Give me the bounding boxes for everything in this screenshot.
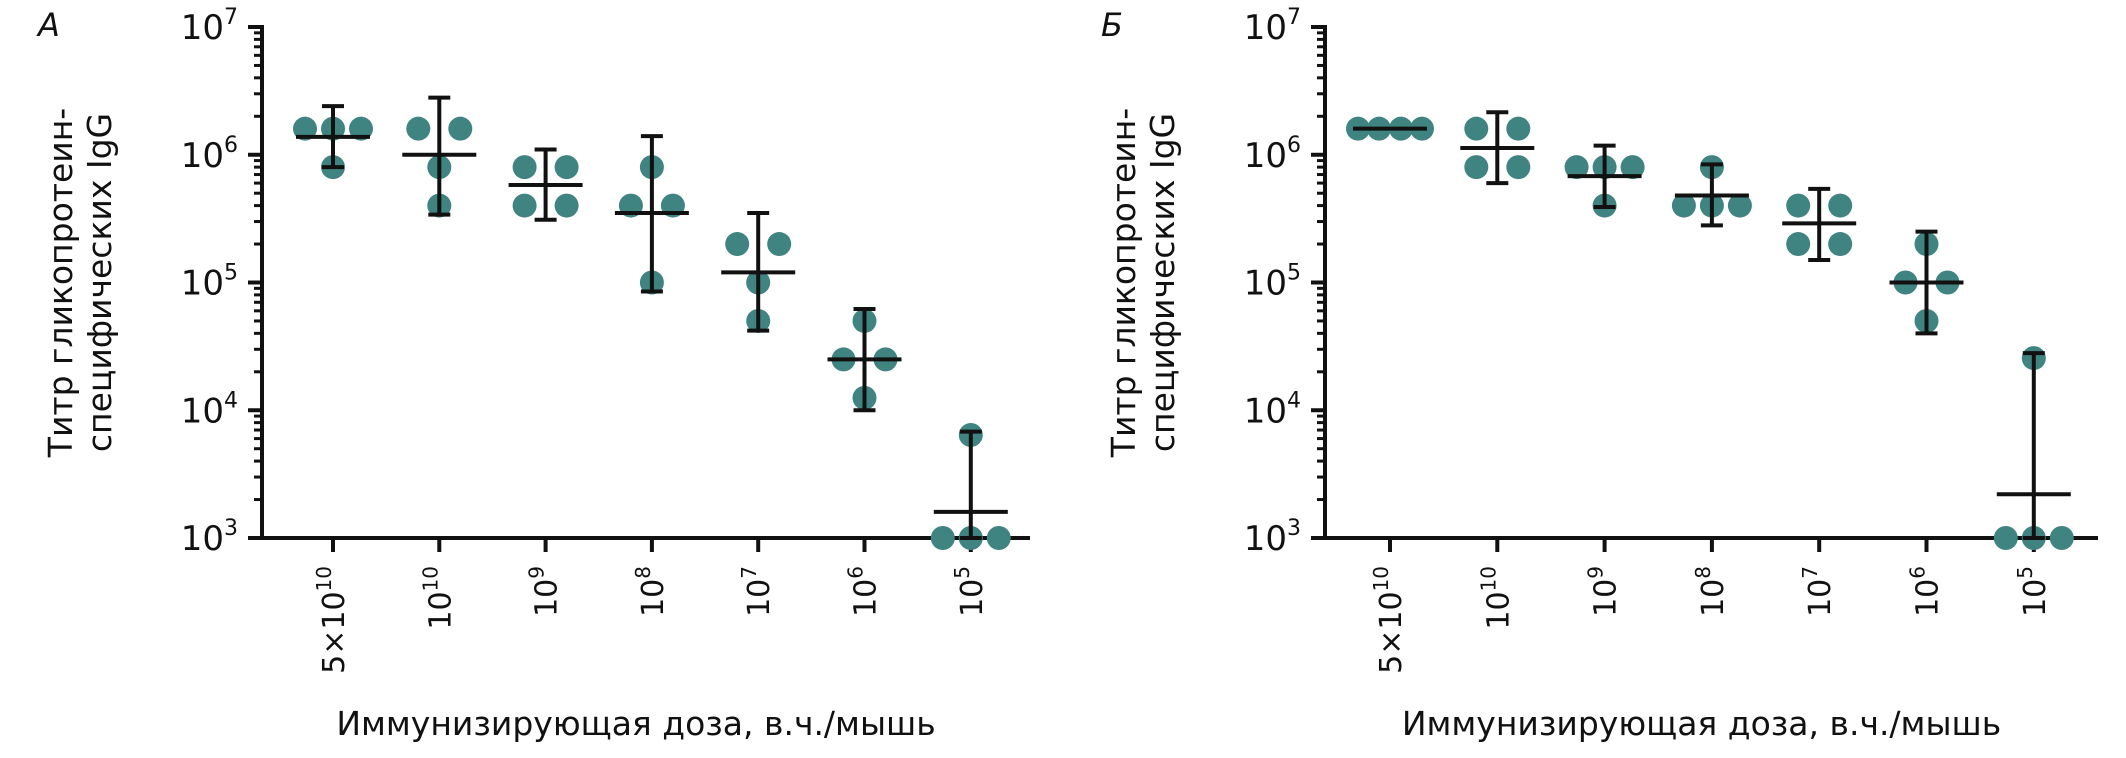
panel-letter: А xyxy=(36,6,60,44)
data-point xyxy=(554,193,579,218)
y-tick-label: 104 xyxy=(181,388,238,431)
x-category-label: 1010 xyxy=(418,566,458,630)
panel-b: Б 103 104 105 106 107 5×1010 1010 109 108 107 106 10… xyxy=(1101,5,2098,743)
y-axis-title-line-2: специфических IgG xyxy=(80,113,119,452)
x-category-label: 105 xyxy=(2013,566,2053,617)
y-tick-label: 105 xyxy=(1244,261,1301,304)
data-point xyxy=(930,526,955,550)
x-category-label: 5×1010 xyxy=(312,566,352,674)
data-point xyxy=(1671,193,1696,218)
y-tick-label: 105 xyxy=(181,261,238,304)
x-category-label: 5×1010 xyxy=(1369,566,1409,674)
x-axis-title: Иммунизирующая доза, в.ч./мышь xyxy=(1402,704,2001,743)
data-point xyxy=(1506,116,1531,141)
y-tick-label: 106 xyxy=(181,133,238,176)
data-point xyxy=(1564,155,1589,180)
data-point xyxy=(767,232,792,257)
x-category-label: 108 xyxy=(631,566,671,617)
data-point xyxy=(1620,155,1645,180)
data-point xyxy=(512,193,537,218)
x-axis-title: Иммунизирующая доза, в.ч./мышь xyxy=(336,704,935,743)
x-category-label: 107 xyxy=(737,566,777,617)
data-point xyxy=(725,232,750,257)
x-category-label: 108 xyxy=(1691,566,1731,617)
x-category-label: 109 xyxy=(1584,566,1624,617)
y-axis-title-line-1: Титр гликопротеин- xyxy=(1104,108,1143,458)
data-point xyxy=(406,116,431,141)
data-point xyxy=(1786,193,1811,218)
y-tick-label: 107 xyxy=(181,5,238,48)
data-point xyxy=(1828,193,1853,218)
panel-a: А 103 104 105 106 107 5×1010 1010 109 108 107 106 10… xyxy=(36,5,1030,743)
x-category-label: 109 xyxy=(525,566,565,617)
data-point xyxy=(554,155,579,180)
y-tick-label: 107 xyxy=(1244,5,1301,48)
data-point xyxy=(1828,232,1853,257)
data-point xyxy=(512,155,537,180)
data-point xyxy=(448,116,473,141)
x-category-label: 107 xyxy=(1798,566,1838,617)
y-axis-title-line-2: специфических IgG xyxy=(1143,113,1182,452)
x-category-label: 106 xyxy=(1906,566,1946,617)
data-point xyxy=(986,526,1011,550)
y-tick-label: 106 xyxy=(1244,133,1301,176)
data-point xyxy=(1464,155,1489,180)
data-point xyxy=(293,116,317,141)
y-axis-title-line-1: Титр гликопротеин- xyxy=(41,108,80,458)
data-point xyxy=(1993,526,2018,550)
x-category-label: 105 xyxy=(950,566,990,617)
panel-letter: Б xyxy=(1101,6,1123,44)
data-point xyxy=(1464,116,1489,141)
data-point xyxy=(1506,155,1531,180)
y-tick-label: 104 xyxy=(1244,388,1301,431)
y-tick-label: 103 xyxy=(1244,516,1301,559)
data-point xyxy=(349,116,373,141)
x-category-label: 106 xyxy=(844,566,884,617)
data-point xyxy=(1786,232,1811,257)
data-point xyxy=(2049,526,2074,550)
y-tick-label: 103 xyxy=(181,516,238,559)
x-category-label: 1010 xyxy=(1476,566,1516,630)
data-point xyxy=(1727,193,1752,218)
